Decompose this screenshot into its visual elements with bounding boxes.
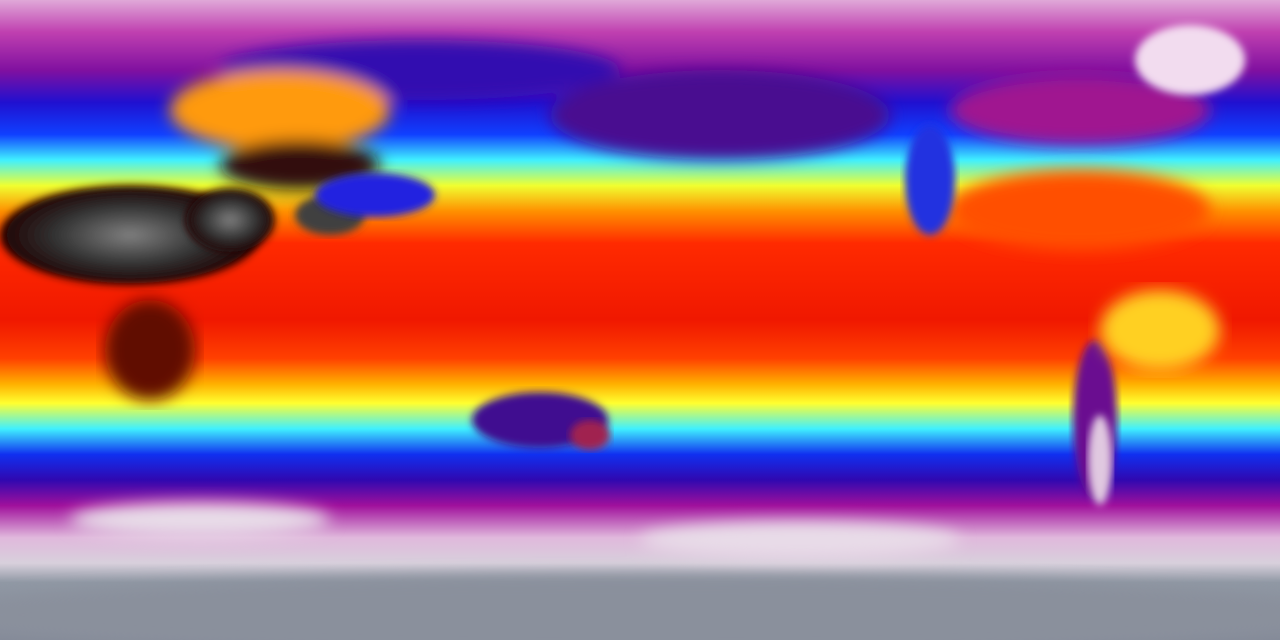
canada-dry [950,75,1210,145]
arabia-desert [185,188,275,252]
southern-ocean-storm [70,502,330,538]
north-america-moist [950,170,1210,250]
australia-south [570,420,610,450]
antarctica-ice [0,575,1280,640]
southern-features [0,502,1280,640]
tibet-plateau [315,173,435,217]
rocky-mountains [905,125,955,235]
southern-ocean-storm [640,522,960,558]
land-features [0,25,1245,505]
north-pacific-dry-zone [550,70,890,160]
southern-africa [105,300,195,400]
asia-moist [170,70,390,150]
greenland [1135,25,1245,95]
patagonia [1088,415,1112,505]
amazon [1100,290,1220,370]
